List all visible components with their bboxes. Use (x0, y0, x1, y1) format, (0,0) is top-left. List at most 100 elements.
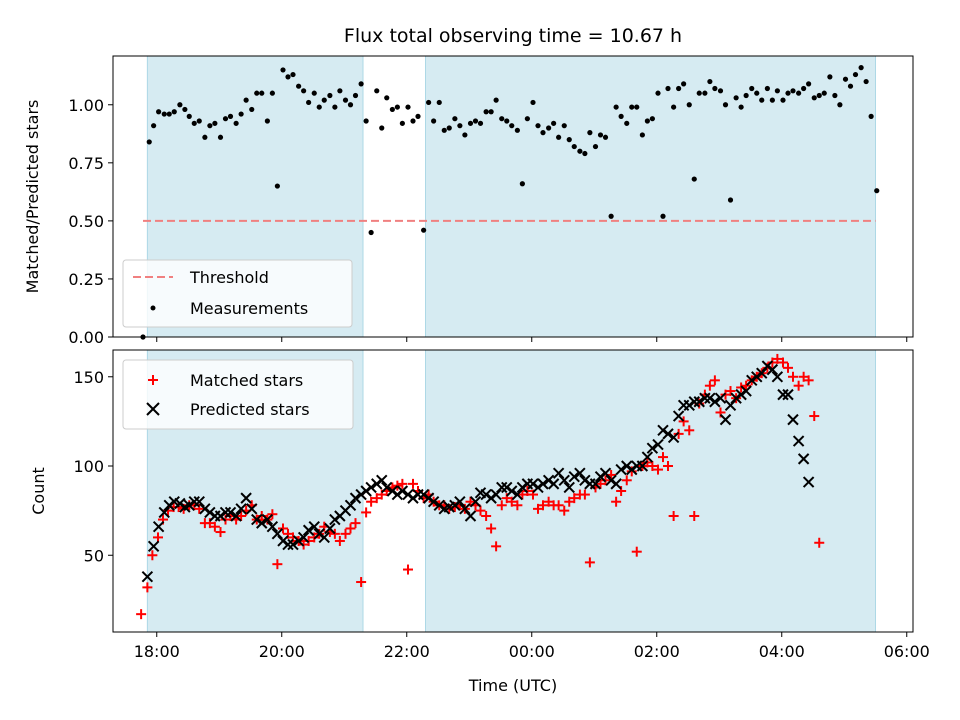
x-tick-label: 04:00 (759, 642, 805, 661)
legend-predicted-swatch (146, 402, 160, 416)
predicted-star-point (417, 488, 430, 501)
measurement-point (519, 181, 525, 187)
predicted-star-point (688, 396, 700, 408)
measurement-point (540, 130, 546, 136)
predicted-star-point (219, 506, 232, 519)
measurement-point (743, 92, 749, 99)
predicted-x-b (662, 428, 674, 440)
predicted-star-point (360, 485, 372, 497)
measurement-point (342, 97, 349, 103)
measurement-point (306, 99, 312, 106)
predicted-star-point (141, 570, 154, 583)
matched-star-point (209, 521, 220, 532)
predicted-x-b (427, 496, 440, 508)
matched-star-point (345, 523, 356, 534)
measurement-point (858, 65, 864, 71)
predicted-x-b (558, 474, 570, 486)
predicted-star-point (355, 488, 367, 501)
bottom-y-ticks: 50 100 150 (73, 368, 113, 565)
predicted-star-point (282, 538, 294, 551)
predicted-x-b (652, 438, 664, 451)
predicted-x-b (324, 522, 336, 535)
predicted-star-point (422, 492, 435, 504)
measurement-point (556, 134, 562, 140)
measurement-point (821, 90, 827, 96)
predicted-star-point (297, 531, 310, 544)
predicted-star-point (163, 499, 175, 511)
measurement-point (347, 102, 354, 108)
matched-star-point (361, 507, 372, 518)
predicted-x-b (610, 478, 622, 490)
predicted-x-b (235, 503, 247, 515)
measurement-point (358, 81, 364, 87)
matched-star-point (647, 461, 658, 472)
predicted-x-b (641, 451, 654, 463)
measurement-point (837, 102, 843, 108)
predicted-x-b (282, 538, 294, 551)
measurement-point (249, 106, 255, 113)
measurement-point (676, 85, 682, 92)
measurement-point (493, 97, 499, 103)
measurement-point (296, 83, 302, 89)
measurement-point (759, 97, 765, 103)
measurement-point (613, 104, 619, 110)
predicted-star-point (214, 510, 227, 522)
predicted-star-point (699, 392, 711, 404)
measurement-point (597, 132, 604, 138)
measurement-point (405, 104, 411, 110)
measurement-point (655, 90, 661, 96)
predicted-star-point (751, 371, 763, 383)
predicted-x-b (761, 360, 774, 372)
predicted-star-point (490, 488, 502, 501)
predicted-x-b (214, 510, 227, 522)
measurement-point (436, 99, 442, 106)
predicted-star-point (672, 410, 685, 422)
matched-star-point (793, 380, 804, 391)
measurement-point (316, 104, 322, 110)
matched-star-point (303, 535, 314, 546)
measurement-point (634, 104, 640, 110)
predicted-x-b (683, 399, 695, 412)
measurement-point (177, 102, 183, 108)
top-axes-frame (112, 55, 914, 338)
matched-star-point (725, 386, 736, 397)
predicted-star-point (391, 488, 404, 501)
predicted-x-b (396, 485, 409, 497)
predicted-x-b (474, 487, 487, 499)
matched-star-point (684, 425, 695, 436)
predicted-star-point (746, 374, 758, 387)
matched-star-point (809, 411, 820, 422)
predicted-x-b (777, 388, 789, 401)
matched-star-point (506, 496, 517, 507)
matched-star-point (803, 375, 814, 386)
measurement-point (462, 132, 468, 138)
matched-star-point (611, 496, 622, 507)
predicted-star-point (527, 478, 539, 490)
predicted-star-point (485, 492, 497, 504)
predicted-star-point (756, 367, 768, 379)
predicted-x-b (511, 488, 524, 501)
matched-star-point (350, 518, 361, 529)
predicted-star-point (563, 481, 575, 494)
measurement-point (421, 227, 427, 233)
predicted-star-point (271, 528, 284, 540)
measurement-point (399, 120, 405, 126)
matched-star-point (538, 500, 548, 511)
measurement-point (254, 90, 260, 96)
predicted-x-b (709, 396, 721, 408)
predicted-x-b (802, 476, 815, 488)
measurement-point (733, 95, 739, 101)
predicted-x-b (376, 474, 388, 486)
predicted-x-b (516, 481, 529, 494)
measurement-point (274, 183, 280, 189)
predicted-x-b (240, 492, 252, 504)
predicted-star-point (266, 520, 279, 533)
predicted-star-point (427, 496, 440, 508)
predicted-star-point (349, 492, 362, 504)
matched-star-point (783, 362, 793, 373)
predicted-star-point (224, 506, 237, 519)
measurement-point (832, 92, 838, 99)
matched-star-point (678, 416, 689, 427)
predicted-x-b (449, 499, 461, 511)
measurement-point (842, 76, 849, 82)
